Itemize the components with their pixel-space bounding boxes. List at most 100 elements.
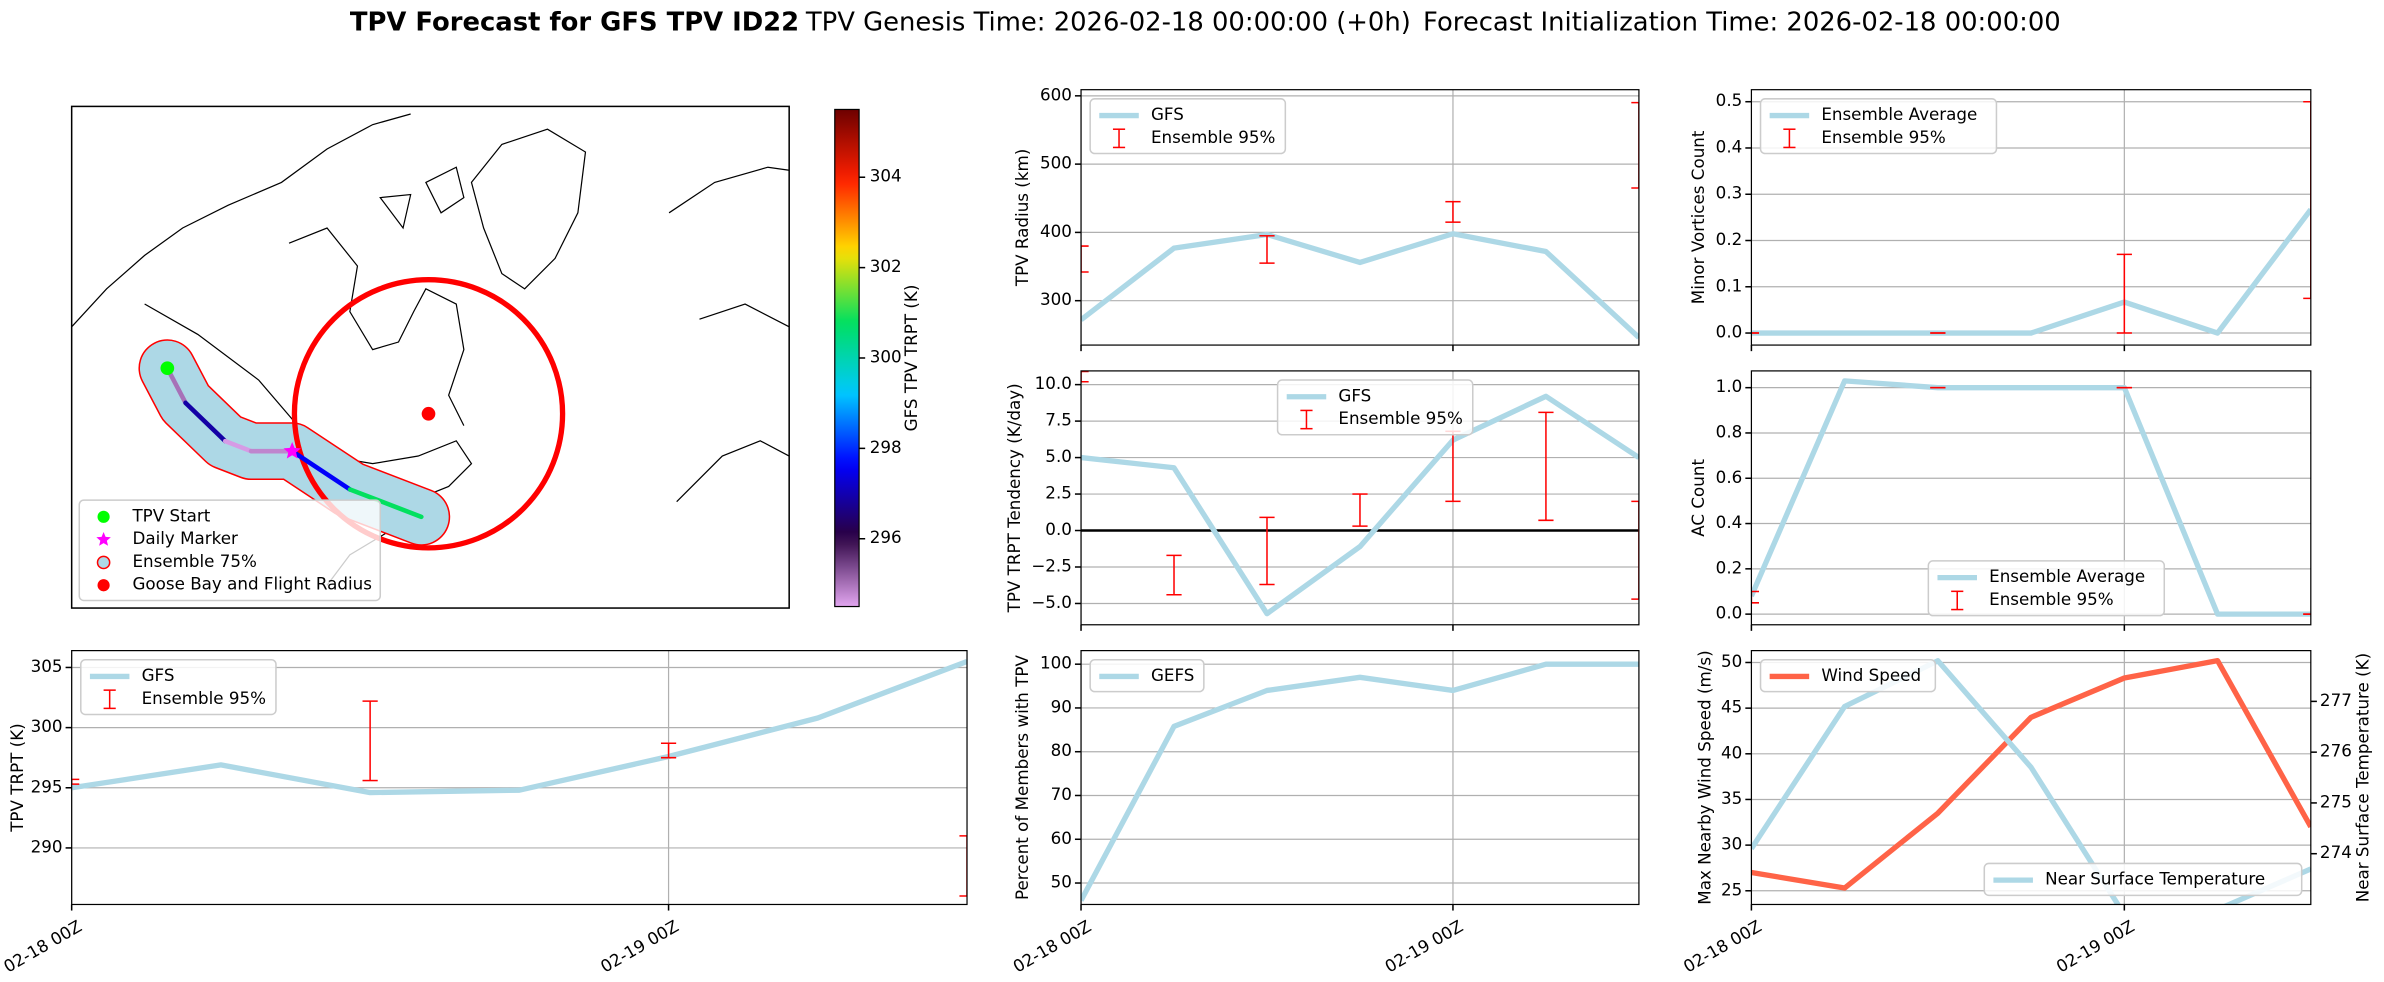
title-main: TPV Forecast for GFS TPV ID22 bbox=[350, 7, 799, 37]
y-tick-label: 600 bbox=[1040, 84, 1072, 104]
legend-label: GFS bbox=[142, 665, 175, 685]
y-tick-label: 0.5 bbox=[1716, 90, 1743, 110]
legend-box bbox=[1759, 98, 1998, 155]
legend-label: Ensemble 95% bbox=[1338, 408, 1462, 428]
legend-label: Near Surface Temperature bbox=[2045, 869, 2265, 889]
colorbar-tick-label: 304 bbox=[870, 166, 902, 186]
y-tick-label: 60 bbox=[1051, 828, 1072, 848]
track-segment bbox=[289, 448, 353, 492]
legend-label: Daily Marker bbox=[132, 528, 238, 548]
series-line bbox=[1751, 378, 2311, 617]
legend-marker bbox=[96, 555, 111, 570]
series-line bbox=[1751, 658, 2311, 905]
y-axis-label: Percent of Members with TPV bbox=[1012, 655, 1032, 901]
legend-box bbox=[1927, 560, 2166, 617]
y-tick-label: 7.5 bbox=[1045, 410, 1072, 430]
y-tick-label: 0.0 bbox=[1716, 603, 1743, 623]
tpv-start bbox=[160, 361, 175, 376]
legend-marker bbox=[97, 510, 110, 523]
axes-frame bbox=[1080, 650, 1640, 906]
map-layer bbox=[138, 277, 566, 551]
y-tick-label: 50 bbox=[1051, 872, 1072, 892]
y-tick-label: 0.6 bbox=[1716, 467, 1743, 487]
y-tick-label: 100 bbox=[1040, 653, 1072, 673]
legend-label: GFS bbox=[1338, 385, 1371, 405]
y-tick-label: 80 bbox=[1051, 740, 1072, 760]
goose-bay bbox=[421, 406, 436, 421]
legend-label: TPV Start bbox=[131, 505, 210, 525]
y-tick-label: 295 bbox=[31, 776, 63, 796]
y-axis-label: TPV TRPT Tendency (K/day) bbox=[1004, 383, 1024, 613]
series-line bbox=[1751, 657, 2311, 891]
x-tick-label: 02-18 00Z bbox=[1680, 916, 1765, 977]
y-tick-label: 300 bbox=[31, 716, 63, 736]
legend-box bbox=[1759, 658, 1937, 693]
axes-frame bbox=[71, 650, 968, 906]
axes-frame bbox=[1750, 89, 2312, 346]
y-tick-label: 2.5 bbox=[1045, 483, 1072, 503]
x-tick-label: 02-19 00Z bbox=[1381, 916, 1466, 977]
y-tick-label: 35 bbox=[1721, 788, 1742, 808]
y-tick-label: −2.5 bbox=[1031, 555, 1072, 575]
y-tick-label: 45 bbox=[1721, 697, 1742, 717]
y-axis-label: TPV TRPT (K) bbox=[7, 723, 27, 832]
axes-frame bbox=[1080, 370, 1640, 626]
y2-tick-label: 277 bbox=[2320, 690, 2352, 710]
y-tick-label: 400 bbox=[1040, 221, 1072, 241]
y-tick-label: 305 bbox=[31, 656, 63, 676]
x-tick-label: 02-18 00Z bbox=[0, 916, 85, 977]
y-tick-label: 10.0 bbox=[1035, 373, 1072, 393]
y-tick-label: 500 bbox=[1040, 153, 1072, 173]
legend-marker bbox=[97, 579, 110, 592]
series-line bbox=[1081, 231, 1639, 340]
axes-frame bbox=[1750, 370, 2312, 626]
map-frame bbox=[70, 105, 790, 609]
legend-marker bbox=[96, 532, 111, 546]
track-segment bbox=[347, 487, 424, 520]
legend-label: Ensemble 75% bbox=[132, 551, 256, 571]
y-tick-label: 0.0 bbox=[1716, 322, 1743, 342]
colorbar-tick-label: 296 bbox=[870, 527, 902, 547]
legend-label: Goose Bay and Flight Radius bbox=[132, 574, 371, 594]
x-tick-label: 02-19 00Z bbox=[597, 916, 682, 977]
colorbar-label: GFS TPV TRPT (K) bbox=[901, 285, 921, 432]
y-tick-label: 40 bbox=[1721, 742, 1742, 762]
y-tick-label: 90 bbox=[1051, 696, 1072, 716]
legend-label: GEFS bbox=[1151, 665, 1194, 685]
title-genesis: TPV Genesis Time: 2026-02-18 00:00:00 (+… bbox=[805, 7, 1411, 37]
legend-label: Ensemble Average bbox=[1989, 566, 2145, 586]
y-axis-label: Minor Vortices Count bbox=[1688, 130, 1708, 304]
legend-label: GFS bbox=[1151, 104, 1184, 124]
y-axis-label: TPV Radius (km) bbox=[1012, 149, 1032, 287]
y2-tick-label: 276 bbox=[2320, 741, 2352, 761]
y-tick-label: 0.3 bbox=[1716, 183, 1743, 203]
y-tick-label: 0.8 bbox=[1716, 421, 1743, 441]
plot-layer bbox=[1081, 650, 1639, 905]
y-tick-label: −5.0 bbox=[1031, 592, 1072, 612]
y-tick-label: 0.2 bbox=[1716, 229, 1743, 249]
plot-layer bbox=[71, 650, 968, 905]
y2-tick-label: 275 bbox=[2320, 791, 2352, 811]
legend-box bbox=[1089, 98, 1287, 155]
y-axis-label: AC Count bbox=[1688, 459, 1708, 537]
daily-marker bbox=[283, 442, 301, 459]
y-tick-label: 0.0 bbox=[1045, 519, 1072, 539]
legend-label: Ensemble 95% bbox=[1989, 589, 2113, 609]
y-tick-label: 70 bbox=[1051, 784, 1072, 804]
legend-box bbox=[1276, 379, 1474, 436]
y-tick-label: 290 bbox=[31, 836, 63, 856]
series-line bbox=[1751, 207, 2311, 336]
legend-label: Ensemble 95% bbox=[1151, 127, 1275, 147]
y-tick-label: 1.0 bbox=[1716, 376, 1743, 396]
y-tick-label: 50 bbox=[1721, 651, 1742, 671]
colorbar-tick-label: 300 bbox=[870, 346, 902, 366]
plot-layer bbox=[1081, 89, 1639, 346]
y2-axis-label: Near Surface Temperature (K) bbox=[2353, 653, 2373, 902]
axes-frame bbox=[1750, 650, 2312, 906]
legend-box bbox=[1089, 658, 1205, 693]
x-tick-label: 02-19 00Z bbox=[2053, 916, 2138, 977]
legend-box bbox=[1983, 862, 2303, 897]
colorbar bbox=[834, 108, 860, 608]
y-axis-label: Max Nearby Wind Speed (m/s) bbox=[1694, 650, 1714, 904]
